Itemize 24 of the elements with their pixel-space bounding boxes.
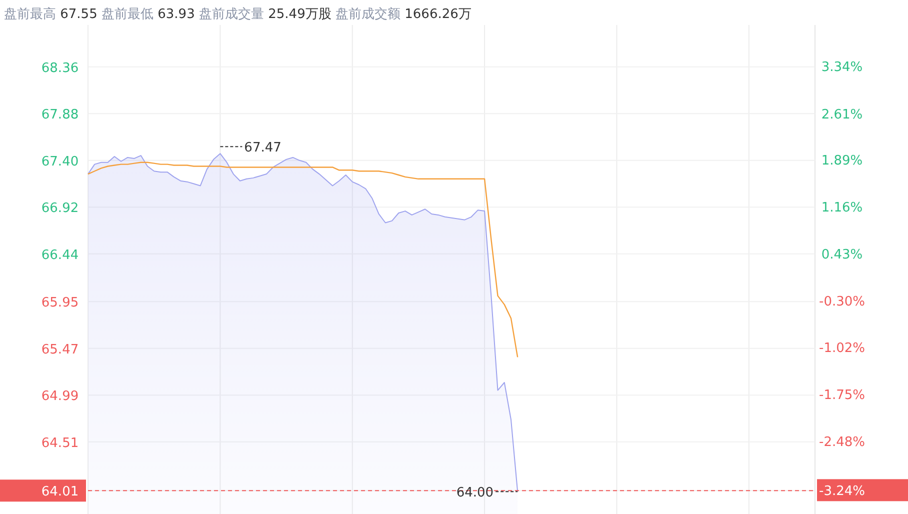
y-tick-label: 66.92 [41, 201, 79, 216]
y2-tick-label: -0.30% [819, 294, 865, 310]
y-tick-label: 65.47 [41, 342, 79, 358]
line-series [87, 162, 518, 358]
y-tick-label: 64.99 [41, 389, 79, 404]
annotation: 64.00 [456, 486, 494, 501]
y-tick-label: 68.36 [41, 60, 79, 76]
y2-tick-label: 0.43% [821, 248, 863, 263]
y2-tick-label: -1.75% [819, 388, 865, 404]
y-tick-label: 66.44 [41, 248, 79, 263]
y-tick-label: 64.01 [41, 484, 79, 500]
chart-title: 盘前最高 67.55 盘前最低 63.93 盘前成交量 25.49万股 盘前成交额 1666.26万 [4, 6, 472, 22]
y-tick-label: 65.95 [41, 296, 79, 311]
y2-tick-label: -3.24% [819, 484, 865, 500]
y2-tick-label: -2.48% [819, 435, 865, 450]
y2-tick-label: 1.89% [821, 154, 863, 169]
y-tick-label: 67.88 [41, 108, 79, 123]
y2-tick-label: 3.34% [821, 60, 863, 76]
y2-tick-label: 2.61% [821, 107, 863, 122]
annotation: 67.47 [244, 140, 282, 156]
y2-tick-label: -1.02% [819, 341, 865, 356]
y-tick-label: 64.51 [41, 436, 79, 451]
y-tick-label: 67.40 [41, 154, 79, 170]
y2-tick-label: 1.16% [821, 200, 863, 216]
